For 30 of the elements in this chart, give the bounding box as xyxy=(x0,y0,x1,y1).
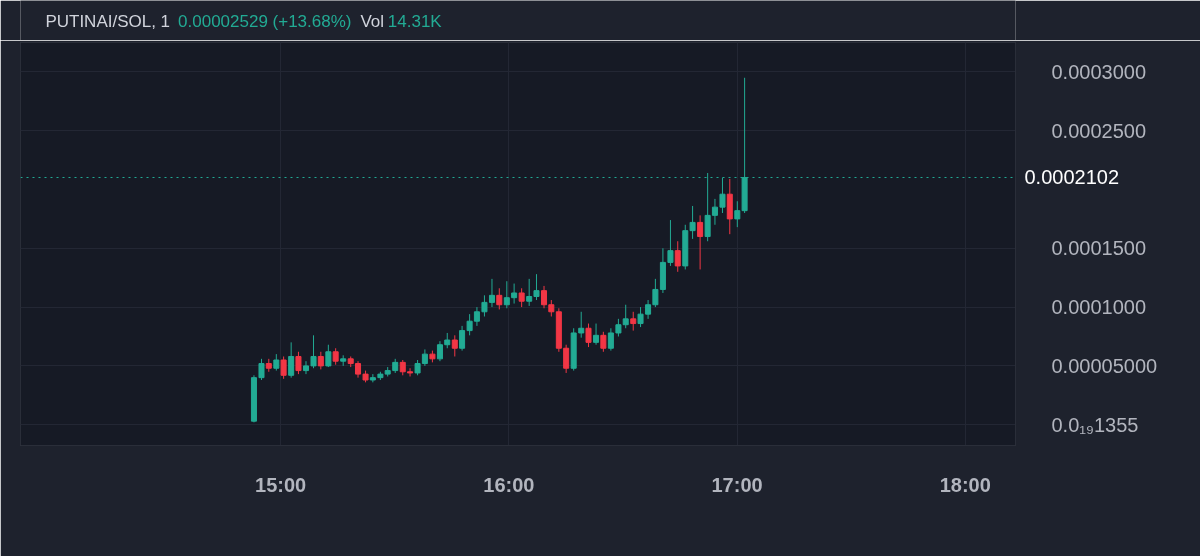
candlestick xyxy=(600,331,607,353)
candlestick xyxy=(719,177,726,214)
x-tick-label: 18:00 xyxy=(939,473,991,496)
candlestick xyxy=(295,351,302,375)
candlestick xyxy=(697,214,704,270)
y-tick-label: 0.0001000 xyxy=(1051,296,1147,319)
candlestick xyxy=(622,304,629,329)
y-tick-label: 0.0₁₉1355 xyxy=(1051,413,1139,436)
candlestick xyxy=(674,240,681,273)
y-tick-label: 0.0001500 xyxy=(1051,237,1147,260)
candlestick xyxy=(593,323,600,346)
y-tick-label: 0.0002500 xyxy=(1051,119,1147,142)
text: Vol xyxy=(360,11,385,31)
candlestick xyxy=(585,323,592,348)
x-tick-label: 17:00 xyxy=(711,473,763,496)
y-tick-label: 0.0003000 xyxy=(1051,60,1147,83)
candlestick xyxy=(578,311,585,339)
candlestick xyxy=(630,311,637,332)
y-tick-label: 0.00005000 xyxy=(1051,354,1158,377)
text: 14.31K xyxy=(387,11,443,31)
candlestick xyxy=(518,287,525,308)
x-tick-label: 16:00 xyxy=(483,473,535,496)
candlestick xyxy=(280,355,287,380)
candlestick xyxy=(288,341,295,379)
text: 0.00002529 (+13.68%) xyxy=(178,11,352,31)
chart-title: PUTINAI/SOL, 1 xyxy=(45,11,171,31)
x-tick-label: 15:00 xyxy=(255,473,307,496)
candlestick xyxy=(451,334,458,357)
candlestick xyxy=(496,287,503,310)
ref-line-label: 0.0002102 xyxy=(1024,166,1120,189)
